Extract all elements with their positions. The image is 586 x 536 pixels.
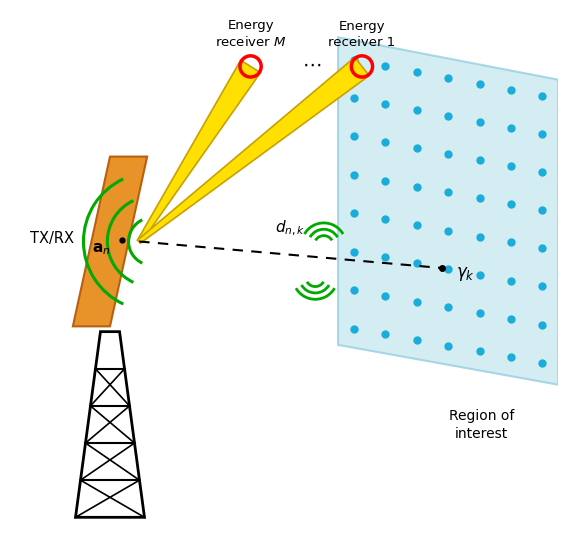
Text: $\cdots$: $\cdots$ bbox=[302, 54, 321, 73]
Text: TX/RX: TX/RX bbox=[30, 232, 74, 247]
Polygon shape bbox=[137, 60, 260, 243]
Text: $\mathbf{a}_n$: $\mathbf{a}_n$ bbox=[92, 242, 110, 257]
Text: Energy
receiver $M$: Energy receiver $M$ bbox=[215, 19, 287, 49]
Polygon shape bbox=[138, 57, 369, 243]
Polygon shape bbox=[338, 38, 558, 385]
Polygon shape bbox=[73, 157, 147, 326]
Text: Energy
receiver 1: Energy receiver 1 bbox=[328, 20, 396, 49]
Text: $\gamma_k$: $\gamma_k$ bbox=[456, 265, 475, 284]
Text: $d_{n,k}$: $d_{n,k}$ bbox=[275, 219, 305, 238]
Text: Region of
interest: Region of interest bbox=[449, 408, 514, 441]
